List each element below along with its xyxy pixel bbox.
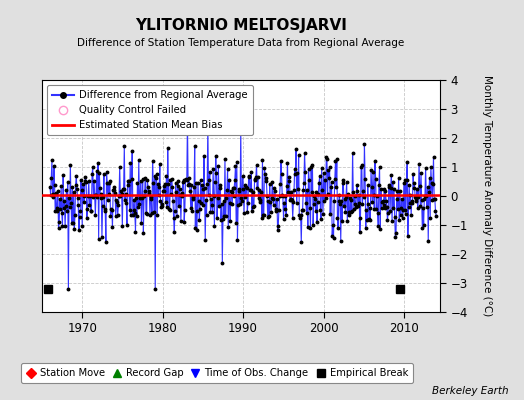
Text: Berkeley Earth: Berkeley Earth bbox=[432, 386, 508, 396]
Text: Difference of Station Temperature Data from Regional Average: Difference of Station Temperature Data f… bbox=[78, 38, 405, 48]
Legend: Station Move, Record Gap, Time of Obs. Change, Empirical Break: Station Move, Record Gap, Time of Obs. C… bbox=[21, 363, 413, 383]
Legend: Difference from Regional Average, Quality Control Failed, Estimated Station Mean: Difference from Regional Average, Qualit… bbox=[47, 85, 253, 135]
Text: YLITORNIO MELTOSJARVI: YLITORNIO MELTOSJARVI bbox=[135, 18, 347, 33]
Y-axis label: Monthly Temperature Anomaly Difference (°C): Monthly Temperature Anomaly Difference (… bbox=[482, 75, 492, 317]
